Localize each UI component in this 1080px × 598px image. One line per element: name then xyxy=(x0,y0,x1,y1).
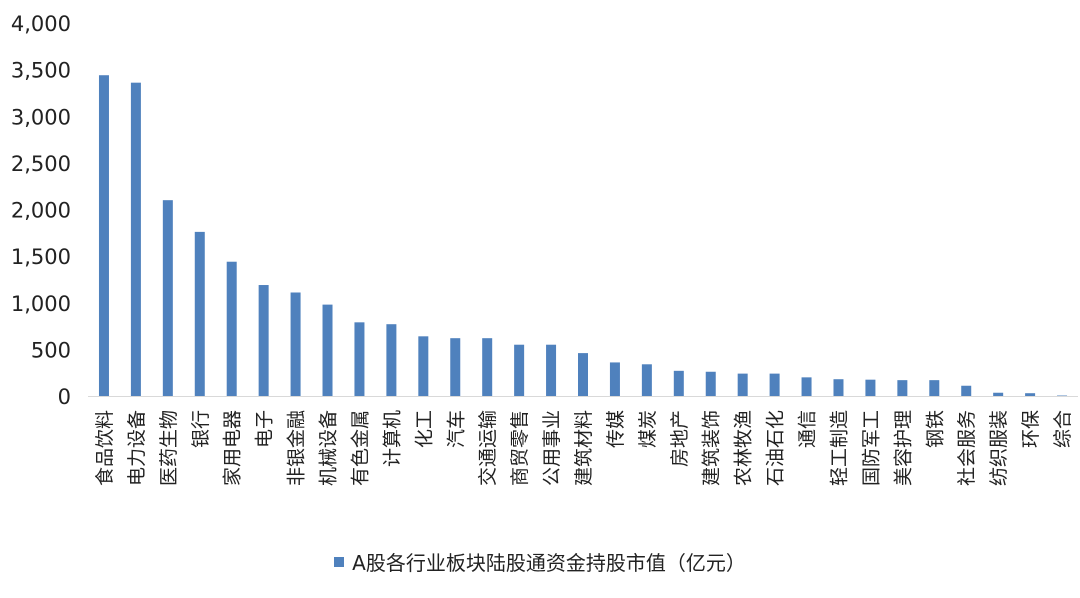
x-category-label: 交通运输 xyxy=(477,410,499,486)
legend-label: A股各行业板块陆股通资金持股市值（亿元） xyxy=(352,551,746,575)
x-category-label: 医药生物 xyxy=(158,410,180,486)
bar xyxy=(418,336,429,396)
x-category-label: 食品饮料 xyxy=(94,410,116,486)
x-category-label: 机械设备 xyxy=(318,410,340,486)
bar xyxy=(801,377,812,396)
legend: A股各行业板块陆股通资金持股市值（亿元） xyxy=(0,547,1080,576)
x-category-label: 国防军工 xyxy=(860,410,882,486)
x-category-label: 传媒 xyxy=(605,410,627,448)
bar xyxy=(961,385,972,396)
bar xyxy=(194,231,205,396)
y-tick-label: 1,000 xyxy=(11,292,71,316)
bar xyxy=(641,364,652,396)
x-category-label: 公用事业 xyxy=(541,410,563,486)
bar xyxy=(386,324,397,396)
x-category-label: 综合 xyxy=(1052,410,1074,448)
y-tick-label: 3,500 xyxy=(11,59,71,83)
y-tick-label: 500 xyxy=(31,338,71,362)
x-category-label: 非银金融 xyxy=(286,410,308,486)
x-category-label: 社会服务 xyxy=(956,410,978,486)
x-category-label: 商贸零售 xyxy=(509,410,531,486)
x-category-label: 汽车 xyxy=(445,410,467,448)
x-category-label: 电子 xyxy=(254,410,276,448)
x-category-label: 钢铁 xyxy=(924,410,946,448)
x-category-label: 建筑材料 xyxy=(573,410,595,486)
bar xyxy=(609,362,620,396)
bar xyxy=(705,371,716,396)
bar xyxy=(130,82,141,397)
bar xyxy=(162,200,173,396)
bar xyxy=(354,322,365,396)
y-tick-label: 1,500 xyxy=(11,245,71,269)
x-category-label: 电力设备 xyxy=(126,410,148,486)
bar xyxy=(929,380,940,396)
y-tick-label: 4,000 xyxy=(11,12,71,36)
bar xyxy=(897,380,908,396)
bar xyxy=(546,344,557,396)
y-tick-label: 2,000 xyxy=(11,199,71,223)
y-tick-label: 3,000 xyxy=(11,105,71,129)
x-category-label: 轻工制造 xyxy=(828,410,850,486)
x-category-label: 房地产 xyxy=(669,410,691,467)
bar xyxy=(226,261,237,396)
x-category-label: 煤炭 xyxy=(637,410,659,448)
bar xyxy=(514,344,525,396)
bar xyxy=(737,373,748,396)
bar xyxy=(258,285,269,396)
bar xyxy=(482,338,493,396)
bar xyxy=(993,392,1004,396)
bar xyxy=(290,292,301,396)
bar xyxy=(322,304,333,396)
x-category-label: 石油石化 xyxy=(765,410,787,486)
bar xyxy=(98,75,109,396)
x-category-label: 计算机 xyxy=(381,410,403,467)
y-tick-label: 0 xyxy=(58,385,71,409)
x-category-label: 环保 xyxy=(1020,410,1042,448)
bar xyxy=(865,379,876,396)
x-category-label: 通信 xyxy=(797,410,819,448)
y-tick-label: 2,500 xyxy=(11,152,71,176)
x-category-label: 纺织服装 xyxy=(988,410,1010,486)
x-category-label: 美容护理 xyxy=(892,410,914,486)
bar xyxy=(578,353,588,396)
legend-swatch xyxy=(334,556,345,567)
x-category-label: 有色金属 xyxy=(349,410,371,486)
x-category-label: 农林牧渔 xyxy=(733,410,755,486)
x-category-label: 银行 xyxy=(190,410,212,448)
bar xyxy=(450,338,461,396)
bar xyxy=(769,373,780,396)
x-category-label: 建筑装饰 xyxy=(701,410,723,486)
bar xyxy=(833,379,844,396)
bar xyxy=(1025,393,1036,396)
x-category-label: 家用电器 xyxy=(222,410,244,486)
bar xyxy=(673,370,684,396)
x-category-label: 化工 xyxy=(413,410,435,448)
